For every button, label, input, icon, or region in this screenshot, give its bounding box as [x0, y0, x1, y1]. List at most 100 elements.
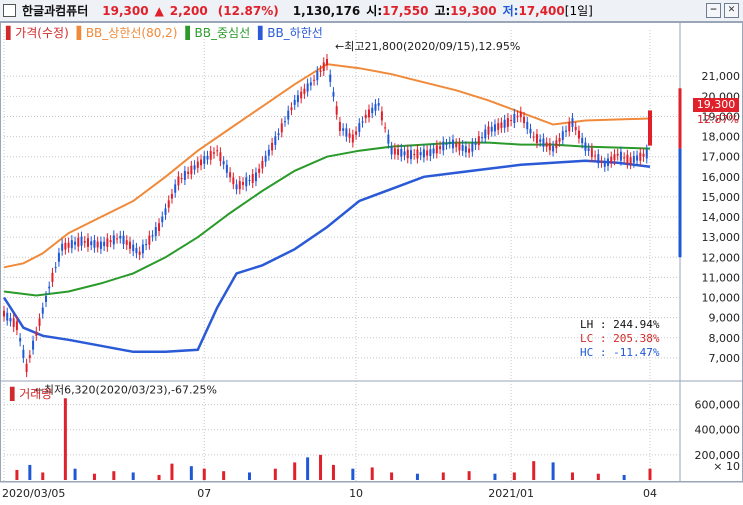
- price-candle: [351, 134, 354, 143]
- y-tick-label: 17,000: [702, 151, 741, 164]
- current-change-marker: 12.87%: [697, 113, 739, 126]
- price-candle: [245, 177, 248, 187]
- volume-bar: [293, 462, 297, 480]
- vol-tick-label: 200,000: [695, 449, 741, 462]
- price-candle: [565, 130, 568, 132]
- price-candle: [358, 123, 361, 132]
- price-candle: [19, 338, 22, 342]
- price-candle: [526, 121, 529, 130]
- price-candle: [497, 123, 500, 130]
- volume-bar: [370, 467, 374, 480]
- volume-bar: [596, 473, 600, 480]
- up-arrow-icon: ▲: [154, 3, 164, 18]
- price-candle: [442, 141, 445, 151]
- price-candle: [225, 164, 228, 173]
- price-candle: [22, 349, 25, 358]
- price-candle: [300, 91, 303, 99]
- y-tick-label: 11,000: [702, 271, 741, 284]
- price-candle: [448, 141, 451, 144]
- close-button[interactable]: ✕: [724, 3, 739, 18]
- price-candle: [636, 155, 639, 161]
- price-candle: [319, 70, 322, 72]
- price-candle: [361, 121, 364, 123]
- price-candle: [432, 148, 435, 154]
- middle-band-line: [3, 141, 651, 297]
- price-candle: [594, 155, 597, 157]
- price-candle: [348, 133, 351, 138]
- legend-upper-band: ▌BB_상한선(80,2): [76, 26, 178, 40]
- price-candle: [296, 95, 299, 103]
- price-candle: [561, 131, 564, 140]
- price-candle: [86, 238, 89, 247]
- select-checkbox[interactable]: [3, 4, 16, 17]
- price-candle: [183, 170, 186, 180]
- price-candle: [503, 119, 506, 128]
- x-tick-label: 2020/03/05: [2, 487, 65, 500]
- price-candle: [413, 153, 416, 155]
- quote-header: 한글과컴퓨터 19,300 ▲ 2,200 (12.87%) 1,130,176…: [0, 0, 743, 22]
- open-label: 시:: [366, 4, 383, 18]
- price-candle: [416, 149, 419, 159]
- price-candle: [493, 124, 496, 132]
- price-candle: [490, 126, 493, 132]
- price-candle: [422, 149, 425, 158]
- y-tick-label: 14,000: [702, 211, 741, 224]
- price-candle: [200, 159, 203, 166]
- price-candle: [254, 172, 257, 182]
- price-candle: [196, 161, 199, 168]
- price-candle: [600, 160, 603, 163]
- price-candle: [484, 129, 487, 139]
- price-candle: [552, 145, 555, 152]
- price-candle: [548, 143, 551, 151]
- price-candle: [148, 235, 151, 245]
- price-candle: [403, 151, 406, 156]
- price-candle: [455, 143, 458, 148]
- price-candle: [93, 240, 96, 248]
- price-candle: [109, 240, 112, 243]
- upper-band-line: [3, 63, 651, 269]
- minimize-button[interactable]: −: [706, 3, 721, 18]
- price-candle: [293, 99, 296, 105]
- price-candle: [248, 179, 251, 181]
- y-tick-label: 18,000: [702, 131, 741, 144]
- price-candle: [77, 237, 80, 247]
- period-label[interactable]: [1일]: [564, 4, 593, 18]
- price-candle: [222, 161, 225, 165]
- price-candle: [584, 142, 587, 151]
- high-value: 19,300: [450, 3, 497, 18]
- price-candle: [587, 148, 590, 151]
- price-candle: [477, 136, 480, 146]
- price-candle: [128, 241, 131, 249]
- y-tick-label: 8,000: [709, 332, 741, 345]
- price-candle: [539, 139, 542, 142]
- y-tick-label: 15,000: [702, 191, 741, 204]
- price-candle: [61, 243, 64, 251]
- price-candle: [345, 128, 348, 137]
- price-candle: [135, 247, 138, 254]
- price-candle: [90, 241, 93, 246]
- price-candle: [445, 143, 448, 145]
- vol-tick-label: 600,000: [695, 399, 741, 412]
- price-candle: [568, 122, 571, 132]
- y-tick-label: 12,000: [702, 251, 741, 264]
- price-candle: [577, 130, 580, 139]
- price-candle: [96, 241, 99, 248]
- price-candle: [80, 236, 83, 246]
- price-candle: [280, 123, 283, 133]
- price-candle: [616, 153, 619, 156]
- price-candle: [510, 119, 513, 121]
- x-tick-label: 2021/01: [488, 487, 534, 500]
- price-candle: [122, 235, 125, 244]
- price-candle: [287, 110, 290, 120]
- price-candle: [154, 227, 157, 236]
- price-candle: [338, 122, 341, 131]
- volume-bar: [351, 468, 355, 480]
- volume-bar: [648, 468, 652, 480]
- high-label: 고:: [434, 4, 451, 18]
- lower-band-line: [2, 159, 651, 354]
- price-candle: [519, 111, 522, 118]
- volume-bar: [112, 471, 116, 480]
- volume-bar: [622, 474, 626, 480]
- current-price: 19,300: [102, 3, 149, 18]
- price-candle: [439, 146, 442, 150]
